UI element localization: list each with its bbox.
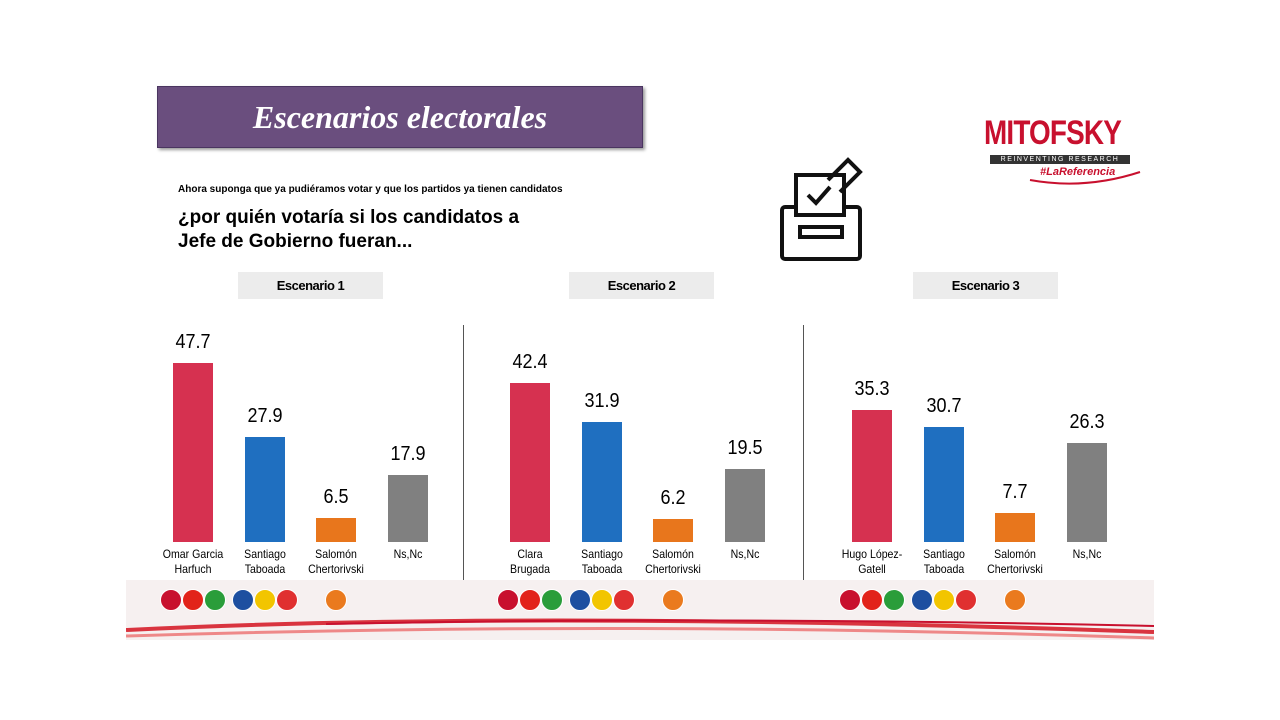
bar xyxy=(653,518,694,542)
party-logo xyxy=(883,589,905,611)
category-label: Santiago Taboada xyxy=(243,547,286,576)
bar xyxy=(852,409,892,542)
party-logo xyxy=(568,589,591,611)
value-label: 31.9 xyxy=(584,390,620,413)
question: ¿por quién votaría si los candidatos a J… xyxy=(178,207,520,252)
category-label: Salomón Chertorivski xyxy=(308,547,365,576)
party-logo xyxy=(954,589,977,611)
bar xyxy=(923,426,964,542)
party-logo xyxy=(932,589,955,611)
party-logo xyxy=(1004,589,1027,611)
category-label: Ns,Nc xyxy=(1072,547,1102,561)
subtitle: Ahora suponga que ya pudiéramos votar y … xyxy=(178,184,563,195)
bar xyxy=(1067,443,1108,542)
bar xyxy=(244,437,285,542)
party-logo xyxy=(590,589,613,611)
value-label: 47.7 xyxy=(175,331,211,354)
ballot-icon xyxy=(780,157,863,261)
party-logo xyxy=(861,589,883,611)
party-logo xyxy=(231,589,254,611)
category-label: Hugo López- Gatell xyxy=(841,547,903,576)
party-logo xyxy=(541,589,563,611)
bar xyxy=(510,383,550,542)
value-label: 19.5 xyxy=(727,436,763,459)
value-label: 7.7 xyxy=(1002,481,1028,504)
category-label: Salomón Chertorivski xyxy=(987,547,1044,576)
bar xyxy=(581,422,622,542)
party-logo xyxy=(612,589,635,611)
logo-hashtag: #LaReferencia xyxy=(1040,166,1116,178)
category-label: Omar Garcia Harfuch xyxy=(162,547,224,576)
party-logo xyxy=(275,589,298,611)
category-label: Salomón Chertorivski xyxy=(645,547,702,576)
value-label: 6.2 xyxy=(660,486,686,509)
category-label: Santiago Taboada xyxy=(922,547,965,576)
bar xyxy=(388,474,429,542)
party-logo xyxy=(910,589,933,611)
party-logo xyxy=(497,589,519,611)
party-logo xyxy=(662,589,685,611)
bar xyxy=(725,468,766,542)
value-label: 42.4 xyxy=(512,351,548,373)
value-label: 6.5 xyxy=(323,485,349,508)
value-label: 35.3 xyxy=(854,377,890,400)
party-logo xyxy=(182,589,204,611)
slide-title: Escenarios electorales xyxy=(157,86,643,148)
bar xyxy=(995,513,1036,542)
value-label: 26.3 xyxy=(1069,411,1105,434)
logo-tagline: REINVENTING RESEARCH xyxy=(990,155,1130,164)
value-label: 30.7 xyxy=(926,394,962,417)
party-logo xyxy=(253,589,276,611)
scenario-title: Escenario 3 xyxy=(913,272,1058,299)
bar xyxy=(316,517,357,542)
value-label: 27.9 xyxy=(247,405,283,428)
party-logo xyxy=(839,589,861,611)
logo-swoosh xyxy=(1029,171,1141,185)
category-label: Clara Brugada xyxy=(510,547,550,576)
bar xyxy=(173,363,213,542)
party-logo xyxy=(204,589,226,611)
category-label: Santiago Taboada xyxy=(580,547,623,576)
divider xyxy=(463,325,464,580)
scenario-title: Escenario 1 xyxy=(238,272,383,299)
category-label: Ns,Nc xyxy=(730,547,760,561)
value-label: 17.9 xyxy=(390,442,426,465)
logo-name: MITOFSKY xyxy=(984,114,1122,152)
party-logo xyxy=(519,589,541,611)
party-logo xyxy=(325,589,348,611)
divider xyxy=(803,325,804,580)
footer-swoosh xyxy=(126,580,1154,640)
category-label: Ns,Nc xyxy=(393,547,423,561)
party-logo xyxy=(160,589,182,611)
scenario-title: Escenario 2 xyxy=(569,272,714,299)
